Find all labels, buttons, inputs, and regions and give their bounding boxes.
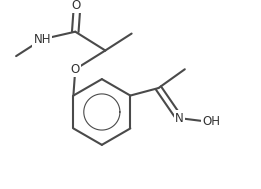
- Text: N: N: [175, 112, 183, 125]
- Text: NH: NH: [34, 33, 51, 46]
- Text: O: O: [71, 63, 80, 76]
- Text: OH: OH: [202, 115, 220, 128]
- Text: O: O: [72, 0, 81, 12]
